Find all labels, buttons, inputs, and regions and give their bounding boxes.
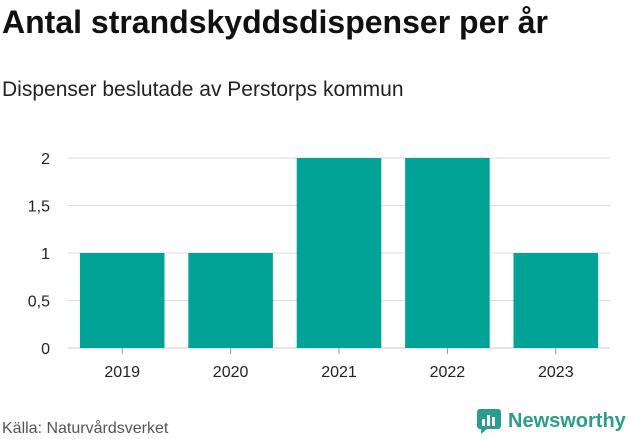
x-tick-label: 2023 <box>538 364 574 381</box>
brand-logo: Newsworthy <box>476 408 626 434</box>
brand-name: Newsworthy <box>508 409 626 432</box>
chart-subtitle: Dispenser beslutade av Perstorps kommun <box>2 78 404 101</box>
bar-2021 <box>296 158 382 348</box>
x-tick-label: 2022 <box>430 364 466 381</box>
y-tick-label: 1 <box>41 246 50 263</box>
bar-chart: 0 0,5 1 1,5 2 2019 2020 2021 2022 2023 <box>28 151 610 381</box>
y-tick-label: 0,5 <box>28 294 50 311</box>
x-tick-label: 2020 <box>213 364 249 381</box>
bar-2020 <box>188 253 273 348</box>
y-tick-label: 2 <box>41 151 50 168</box>
bar-2022 <box>405 158 490 348</box>
bar-2023 <box>513 253 599 348</box>
bar-2019 <box>79 253 165 348</box>
chart-title: Antal strandskyddsdispenser per år <box>2 4 548 40</box>
newsworthy-logo-icon <box>477 409 501 434</box>
x-tick-label: 2019 <box>104 364 140 381</box>
y-axis-ticks: 0 0,5 1 1,5 2 <box>28 151 50 358</box>
x-tick-label: 2021 <box>321 364 357 381</box>
x-axis-ticks: 2019 2020 2021 2022 2023 <box>104 348 574 381</box>
y-tick-label: 0 <box>41 341 50 358</box>
bars <box>79 158 599 348</box>
y-tick-label: 1,5 <box>28 199 50 216</box>
source-note: Källa: Naturvårdsverket <box>2 420 169 437</box>
